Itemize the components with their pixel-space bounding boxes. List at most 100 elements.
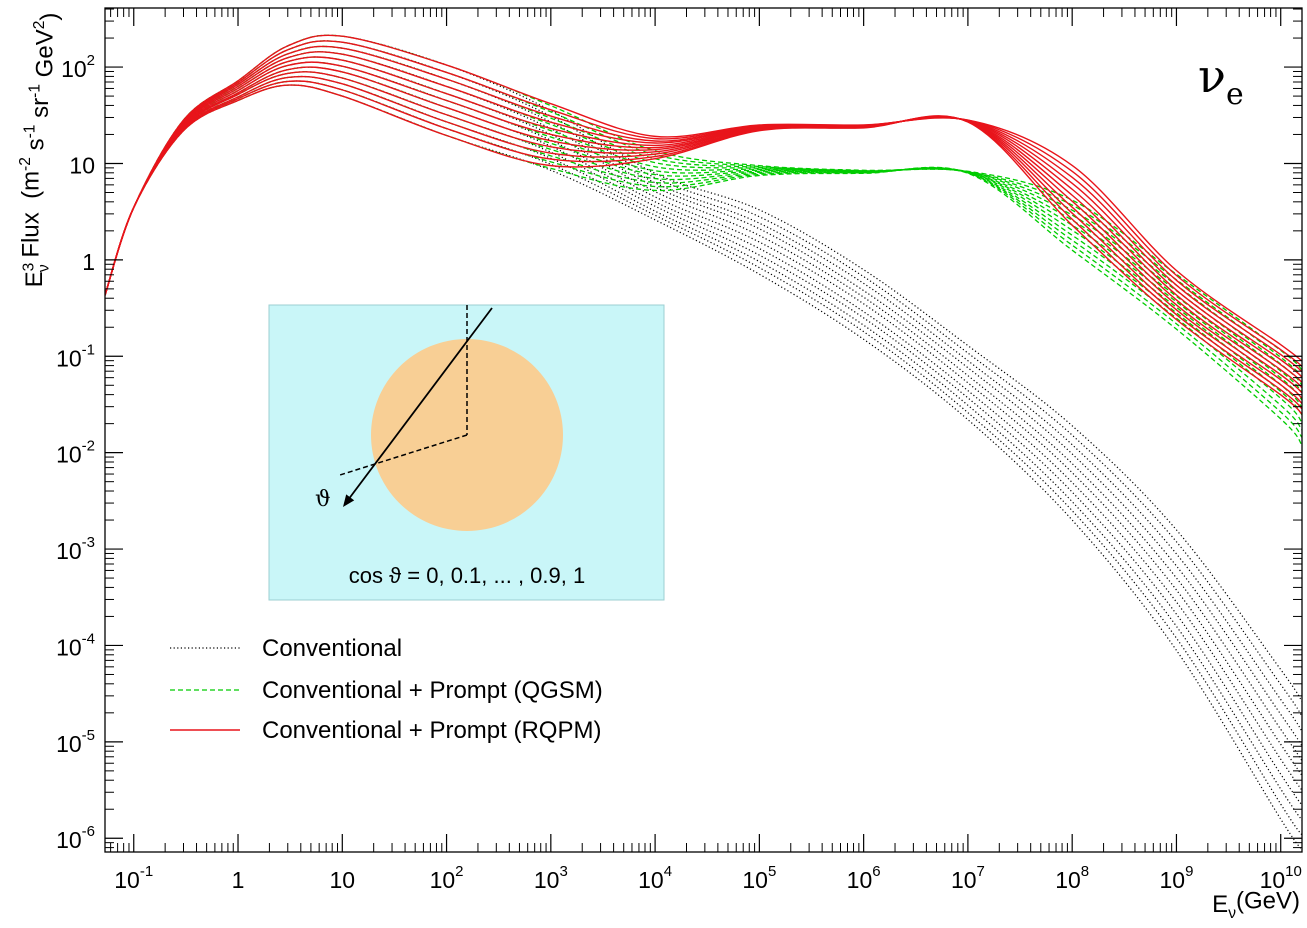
x-tick-label: 104 (638, 863, 672, 893)
y-tick-label-base: 10 (56, 635, 82, 661)
x-tick-label: 10-1 (114, 863, 153, 893)
x-tick-label-exponent: 6 (872, 863, 880, 880)
x-tick-label-exponent: 8 (1081, 863, 1089, 880)
y-tick-label-exponent: -3 (82, 534, 95, 551)
y-tick-label: 10-1 (56, 341, 95, 371)
y-tick-label-base: 10 (56, 538, 82, 564)
y-tick-label: 10-2 (56, 438, 95, 468)
flux-curve (105, 66, 1302, 394)
x-tick-label-exponent: -1 (140, 863, 153, 880)
y-axis-label-part: s (22, 138, 49, 157)
y-tick-label-exponent: -6 (82, 823, 95, 840)
x-tick-label-exponent: 7 (977, 863, 985, 880)
flux-curve (105, 51, 1302, 378)
flavor-label-part: ν (1198, 49, 1226, 103)
flux-curve (105, 66, 1302, 416)
y-tick-label: 1 (82, 249, 95, 275)
x-tick-label-base: 10 (847, 867, 873, 893)
y-axis-label-part: -1 (22, 125, 39, 139)
y-tick-label-exponent: -4 (82, 630, 95, 647)
y-tick-label-base: 10 (56, 731, 82, 757)
legend-label: Conventional (262, 635, 402, 662)
y-axis-label-part: -1 (26, 84, 43, 98)
y-tick-label: 10-5 (56, 727, 95, 757)
x-axis-label-part: (GeV) (1236, 888, 1300, 915)
y-axis-label-part: 3 (20, 263, 37, 272)
legend-label: Conventional + Prompt (QGSM) (262, 677, 603, 704)
x-tick-label: 103 (534, 863, 568, 893)
y-axis-label-part: sr (27, 98, 54, 125)
plot-frame (104, 7, 1303, 853)
x-tick-label-exponent: 4 (664, 863, 672, 880)
y-axis-label-part: Flux (m (18, 171, 45, 264)
x-tick-label-exponent: 5 (768, 863, 776, 880)
flux-curve (105, 71, 1302, 806)
x-tick-label-base: 10 (742, 867, 768, 893)
y-axis-label-part: ) (36, 13, 63, 21)
flux-curve (105, 40, 1302, 367)
inset-caption: cos ϑ = 0, 0.1, ... , 0.9, 1 (349, 563, 585, 588)
y-axis-label-part: E (21, 271, 48, 287)
x-tick-label-base: 10 (951, 867, 977, 893)
x-tick-label: 1 (232, 867, 245, 893)
flux-curve (105, 56, 1302, 383)
y-axis-label-part: -2 (17, 157, 34, 171)
radius-line (339, 434, 468, 476)
x-tick-label-base: 10 (329, 867, 355, 893)
flavor-label-part: e (1226, 77, 1244, 112)
x-tick-label-base: 10 (114, 867, 140, 893)
x-tick-label: 108 (1055, 863, 1089, 893)
y-tick-label-base: 10 (56, 442, 82, 468)
y-axis-label: E3ν Flux (m-2 s-1 sr-1 GeV2) (17, 13, 63, 288)
arrow-head (343, 494, 355, 507)
y-tick-label-base: 10 (56, 827, 82, 853)
flux-curve (105, 84, 1302, 415)
y-tick-label-exponent: 2 (87, 52, 95, 69)
x-tick-label-base: 1 (232, 867, 245, 893)
flux-curve (105, 71, 1302, 399)
y-tick-label-base: 10 (61, 56, 87, 82)
y-tick-label-base: 10 (56, 345, 82, 371)
flux-curve (105, 34, 1302, 371)
x-tick-label-base: 10 (430, 867, 456, 893)
x-axis-label: Eν(GeV) (1212, 888, 1300, 923)
x-tick-label-base: 10 (638, 867, 664, 893)
x-tick-label: 106 (847, 863, 881, 893)
y-tick-label: 102 (61, 52, 95, 82)
angle-symbol: ϑ (315, 487, 331, 512)
x-tick-label-base: 10 (1055, 867, 1081, 893)
x-tick-label-exponent: 9 (1185, 863, 1193, 880)
x-tick-label: 109 (1159, 863, 1193, 893)
flux-curve (105, 75, 1302, 404)
y-tick-label: 10-4 (56, 630, 95, 660)
x-tick-label-exponent: 2 (455, 863, 463, 880)
y-tick-label: 10-6 (56, 823, 95, 853)
x-tick-label: 107 (951, 863, 985, 893)
neutrino-path (347, 307, 493, 501)
x-tick-label: 105 (742, 863, 776, 893)
x-tick-label-base: 10 (1159, 867, 1185, 893)
flux-curve (105, 66, 1302, 791)
x-tick-label-base: 10 (1260, 867, 1286, 893)
flux-curve (105, 61, 1302, 408)
y-tick-label-exponent: -5 (82, 727, 95, 744)
x-tick-label: 1010 (1260, 863, 1302, 893)
y-tick-label-base: 1 (82, 249, 95, 275)
flux-curve (105, 80, 1302, 410)
y-axis-label-part: ν (35, 264, 52, 272)
flux-curve (105, 61, 1302, 389)
x-tick-label-base: 10 (534, 867, 560, 893)
y-tick-label-exponent: -1 (82, 341, 95, 358)
y-tick-label: 10-3 (56, 534, 95, 564)
y-tick-label-base: 10 (69, 153, 95, 179)
curves (105, 34, 1302, 851)
x-tick-label-exponent: 3 (559, 863, 567, 880)
x-tick-label-exponent: 10 (1285, 863, 1302, 880)
legend-label: Conventional + Prompt (RQPM) (262, 717, 601, 744)
inset (268, 304, 665, 601)
y-axis-label-part: 2 (31, 21, 48, 30)
y-tick-label-exponent: -2 (82, 438, 95, 455)
y-axis-label-part: GeV (32, 29, 59, 84)
y-tick-label: 10 (69, 153, 95, 179)
